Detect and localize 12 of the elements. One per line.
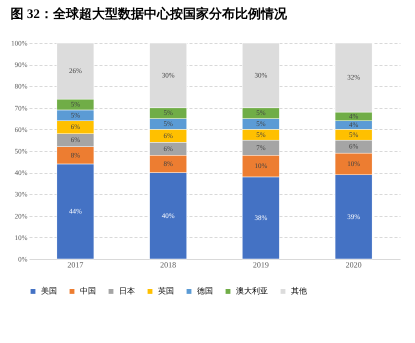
legend-label: 日本 [119,286,135,296]
legend-label: 德国 [197,286,213,296]
x-tick-label: 2020 [346,260,362,270]
legend-label: 美国 [41,286,57,296]
x-tick-label: 2017 [67,260,84,270]
x-tick-label: 2018 [160,260,176,270]
legend-label: 中国 [80,286,96,296]
legend-label: 其他 [291,286,307,296]
x-tick-label: 2019 [252,260,269,270]
chart-title: 图 32：全球超大型数据中心按国家分布比例情况 [10,6,288,21]
legend-label: 英国 [158,286,174,296]
legend-label: 澳大利亚 [236,286,268,296]
